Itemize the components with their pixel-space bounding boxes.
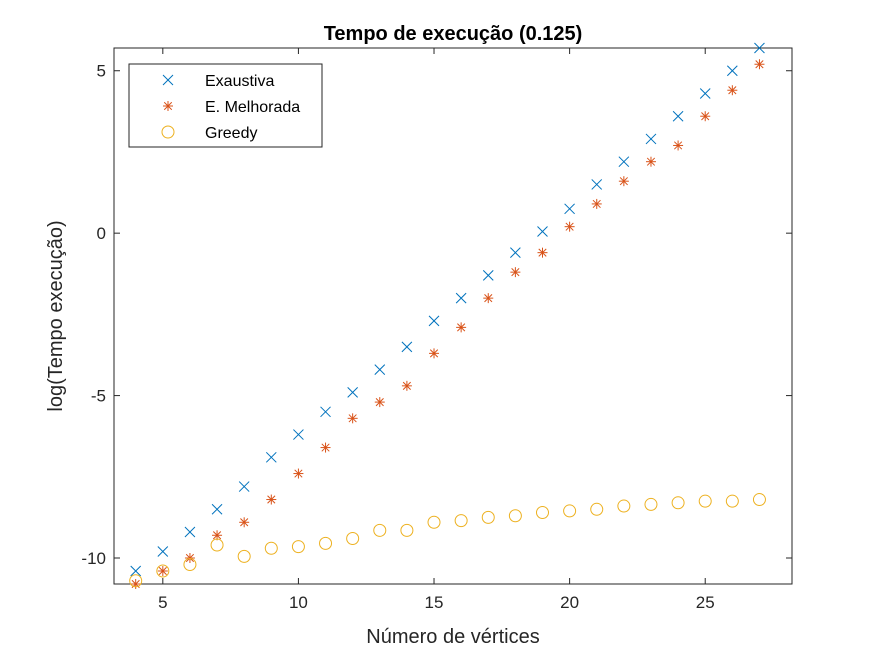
x-axis-title: Número de vértices: [366, 626, 539, 648]
legend-label: Exaustiva: [205, 73, 274, 90]
data-point: [455, 292, 467, 304]
data-point: [727, 85, 738, 96]
y-tick-label: 0: [97, 224, 106, 243]
data-point: [699, 88, 711, 99]
data-point: [510, 267, 521, 278]
data-point: [700, 111, 711, 122]
data-point: [347, 413, 358, 424]
y-tick-label: -10: [81, 549, 106, 568]
x-tick-label: 15: [425, 593, 444, 612]
x-tick-label: 20: [560, 593, 579, 612]
data-point: [320, 442, 331, 453]
data-point: [591, 198, 602, 209]
y-tick-label: 5: [97, 62, 106, 81]
data-point: [563, 504, 577, 518]
data-point: [644, 497, 658, 511]
data-point: [428, 315, 440, 327]
data-point: [156, 564, 170, 578]
data-point: [129, 574, 143, 588]
x-tick-label: 10: [289, 593, 308, 612]
data-point: [130, 565, 142, 577]
data-point: [725, 494, 739, 508]
data-point: [672, 110, 684, 122]
y-tick-label: -5: [91, 387, 106, 406]
data-point: [319, 536, 333, 550]
data-point: [266, 494, 277, 505]
chart-title: Tempo de execução (0.125): [324, 23, 583, 45]
legend: Exaustiva E. Melhorada Greedy: [128, 63, 323, 148]
data-point: [293, 429, 304, 440]
data-point: [590, 502, 604, 516]
data-point: [564, 221, 575, 232]
data-point: [130, 579, 141, 589]
data-point: [374, 397, 385, 408]
data-marks: [129, 42, 766, 589]
data-point: [210, 538, 224, 552]
data-point: [320, 406, 331, 418]
data-point: [617, 499, 631, 513]
legend-label: Greedy: [205, 125, 257, 142]
legend-box: [128, 63, 323, 148]
data-point: [373, 523, 387, 537]
data-point: [237, 549, 251, 563]
data-point: [264, 541, 278, 555]
data-point: [535, 506, 549, 520]
x-tick-label: 25: [696, 593, 715, 612]
data-point: [400, 523, 414, 537]
data-point: [347, 386, 359, 398]
legend-marker: [162, 74, 174, 86]
data-point: [211, 503, 223, 515]
data-point: [618, 156, 630, 168]
axis-ticks: 5 10 15 20 25 -10 -5 0 5: [81, 48, 792, 612]
y-axis-title: log(Tempo execução): [45, 220, 67, 411]
x-tick-label: 5: [158, 593, 167, 612]
data-point: [726, 65, 738, 77]
data-point: [239, 517, 250, 528]
data-point: [238, 481, 250, 492]
data-point: [401, 380, 412, 391]
data-point: [291, 540, 305, 554]
legend-marker: [163, 101, 173, 111]
data-point: [401, 341, 413, 353]
data-point: [645, 133, 657, 145]
data-point: [427, 515, 441, 529]
data-point: [591, 179, 603, 190]
data-point: [456, 322, 467, 333]
data-point: [564, 203, 575, 215]
data-point: [157, 546, 169, 557]
data-point: [346, 532, 360, 546]
data-point: [184, 526, 196, 538]
data-point: [754, 59, 765, 70]
legend-label: E. Melhorada: [205, 99, 300, 116]
data-point: [645, 156, 656, 167]
data-point: [429, 348, 440, 359]
data-point: [454, 514, 468, 528]
data-point: [537, 247, 548, 258]
data-point: [293, 468, 304, 479]
data-point: [265, 451, 277, 463]
data-point: [482, 270, 494, 281]
data-point: [508, 509, 522, 523]
data-point: [673, 140, 684, 151]
data-point: [483, 293, 494, 304]
data-point: [510, 247, 521, 259]
data-point: [537, 226, 548, 237]
data-point: [754, 42, 765, 54]
data-point: [481, 510, 495, 524]
data-point: [183, 558, 197, 572]
data-point: [698, 494, 712, 508]
data-point: [374, 364, 386, 375]
data-point: [618, 176, 629, 187]
data-point: [752, 493, 766, 507]
data-point: [671, 496, 685, 510]
data-point: [157, 566, 168, 577]
legend-marker: [161, 125, 175, 139]
